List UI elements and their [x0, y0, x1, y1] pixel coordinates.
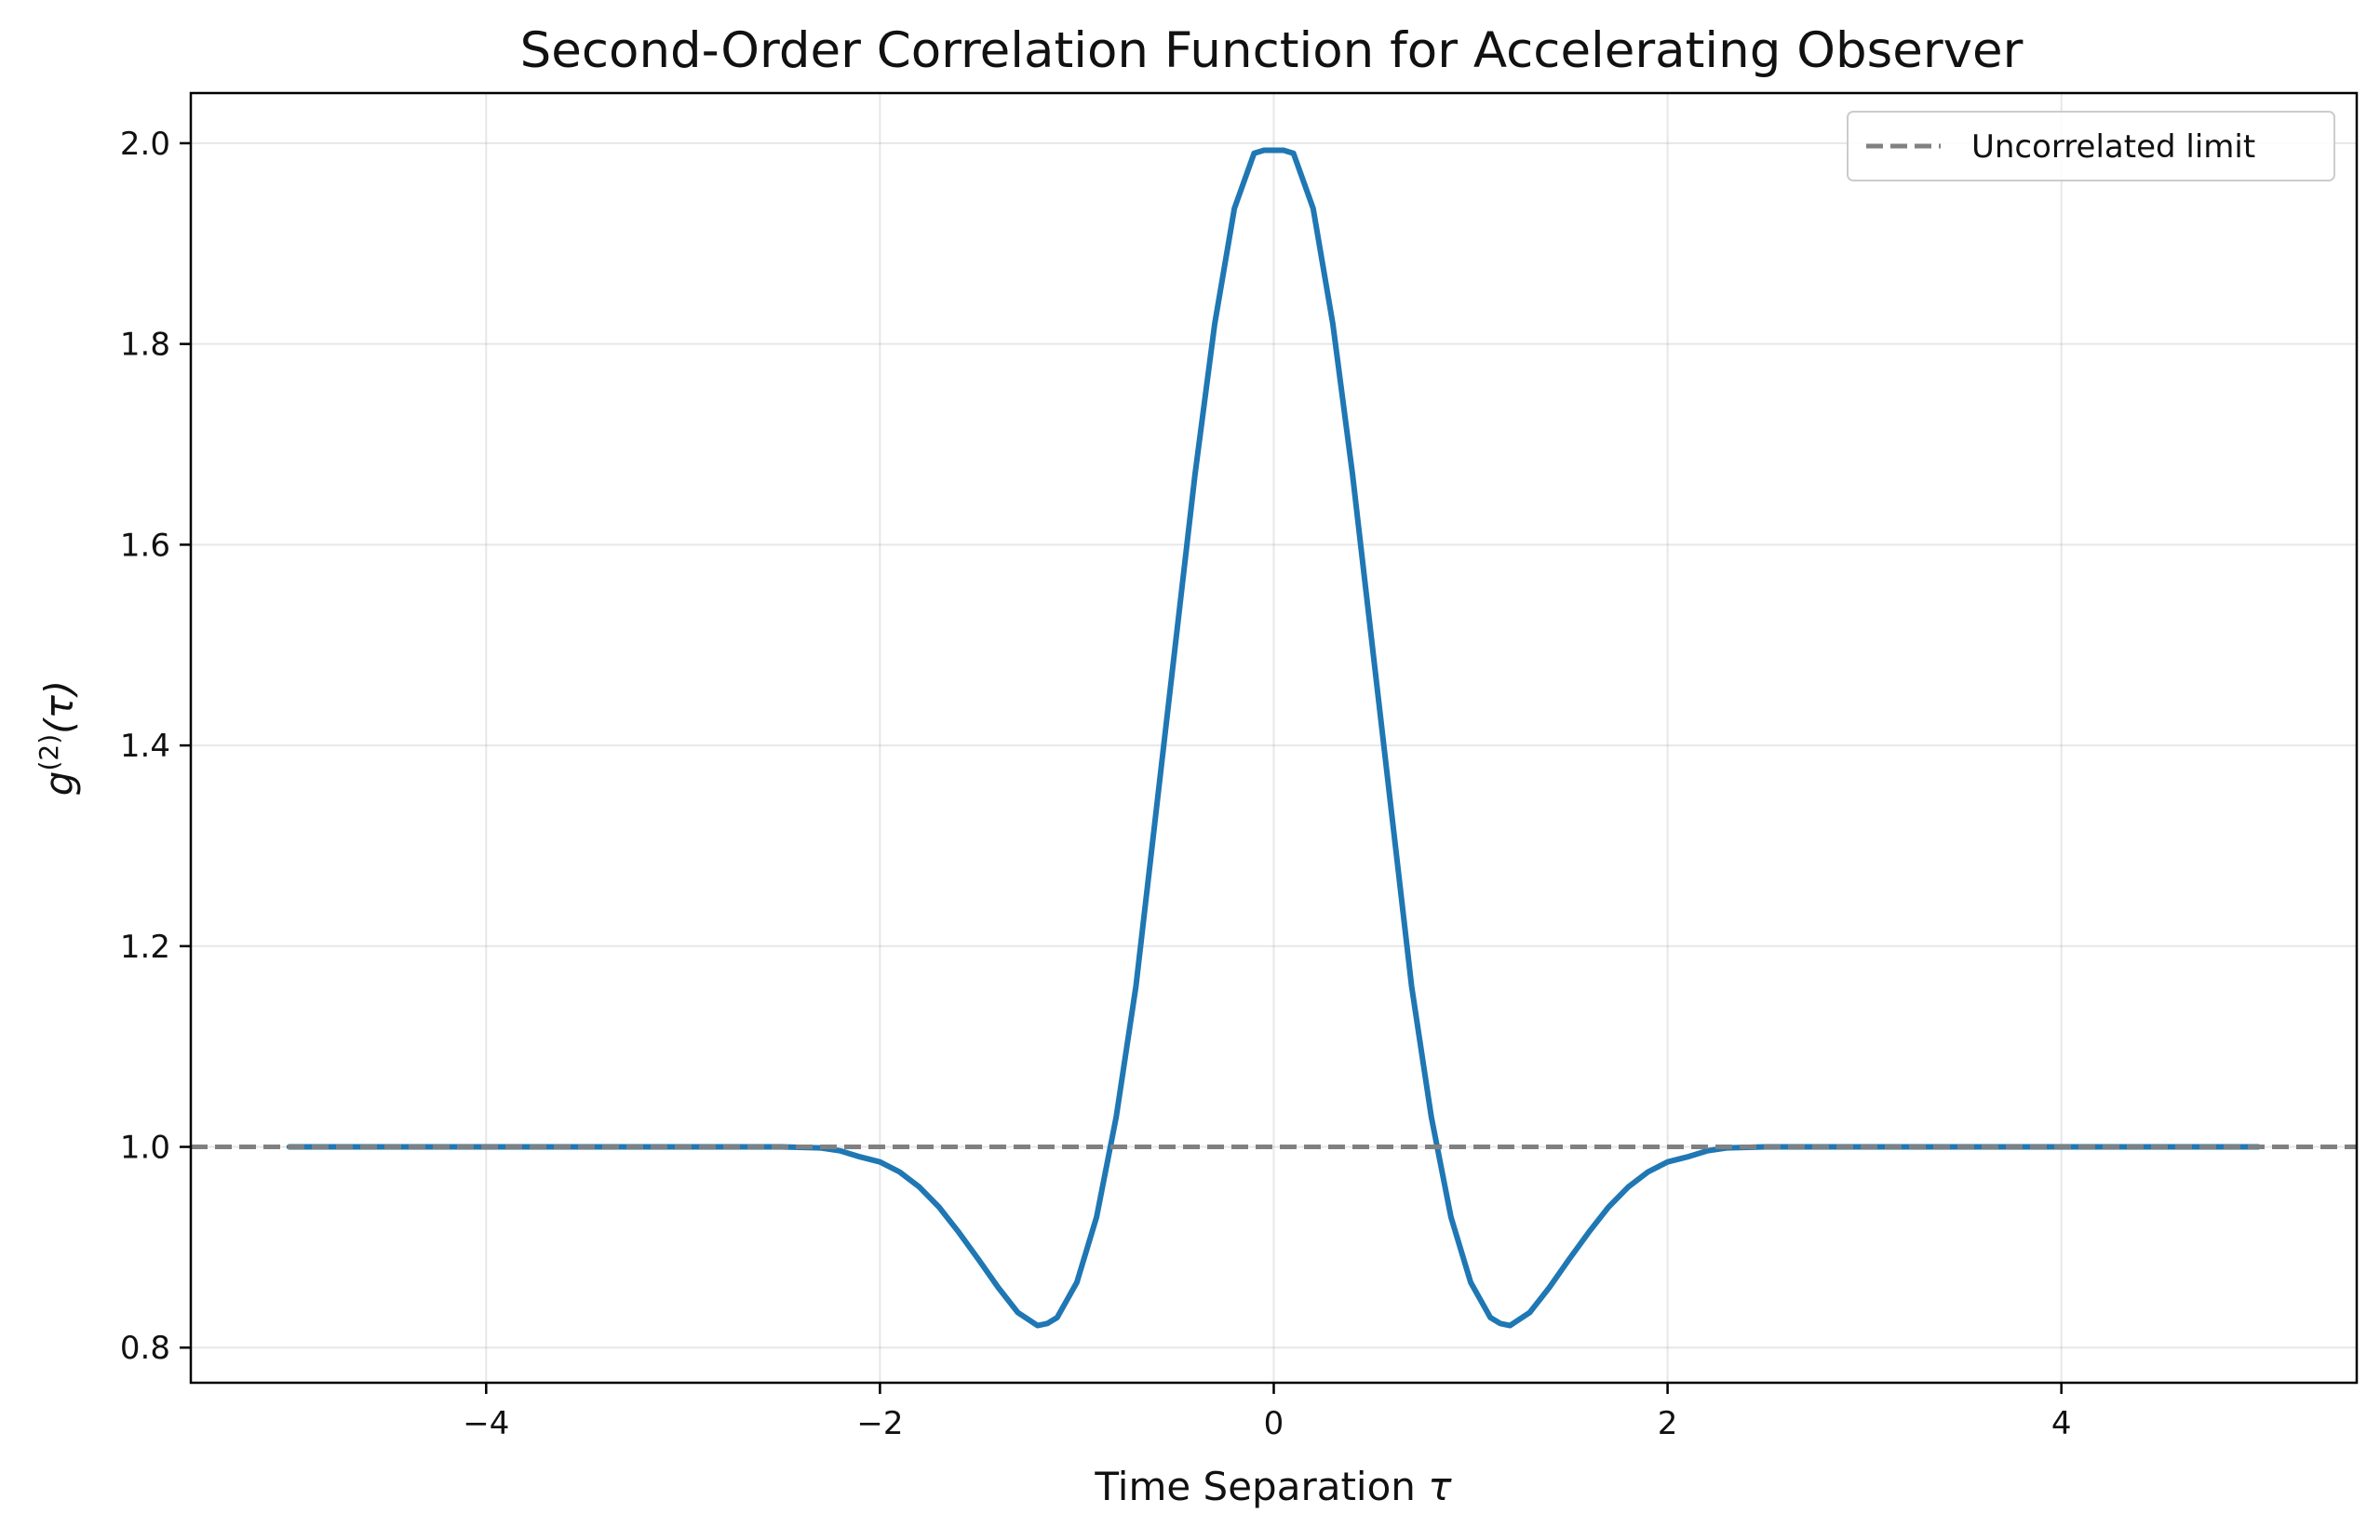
y-axis-label-sup: (2) [34, 734, 64, 771]
y-axis-label-g: g [36, 771, 82, 797]
chart-title: Second-Order Correlation Function for Ac… [520, 22, 2024, 79]
y-tick-label: 1.6 [120, 527, 170, 564]
plot-area [191, 93, 2357, 1383]
x-axis-label-symbol: τ [1428, 1464, 1452, 1509]
x-tick-label: 4 [2051, 1405, 2072, 1442]
x-tick-label: 0 [1264, 1405, 1284, 1442]
y-tick-label: 1.2 [120, 929, 170, 966]
y-tick-label: 0.8 [120, 1330, 170, 1367]
y-tick-label: 2.0 [120, 126, 170, 163]
y-axis-label-arg: (τ) [36, 680, 82, 734]
g2-series-line [286, 147, 2262, 1329]
series-layer [191, 147, 2357, 1329]
y-axis-label: g(2)(τ) [34, 680, 82, 796]
y-tick-label: 1.0 [120, 1130, 170, 1167]
y-tick-label: 1.4 [120, 728, 170, 765]
y-tick-label: 1.8 [120, 327, 170, 364]
legend-label-uncorrelated: Uncorrelated limit [1971, 128, 2255, 166]
x-tick-label: 2 [1658, 1405, 1678, 1442]
x-axis-label: Time Separation τ [1094, 1464, 1452, 1509]
x-axis-label-text: Time Separation [1094, 1464, 1428, 1509]
x-tick-label: −2 [856, 1405, 903, 1442]
legend-box [1847, 111, 2335, 181]
ticks: −4 −2 0 2 4 0.8 1.0 1.2 1.4 1.6 1.8 2.0 [120, 126, 2072, 1442]
legend: Uncorrelated limit [1847, 111, 2335, 181]
x-tick-label: −4 [463, 1405, 509, 1442]
